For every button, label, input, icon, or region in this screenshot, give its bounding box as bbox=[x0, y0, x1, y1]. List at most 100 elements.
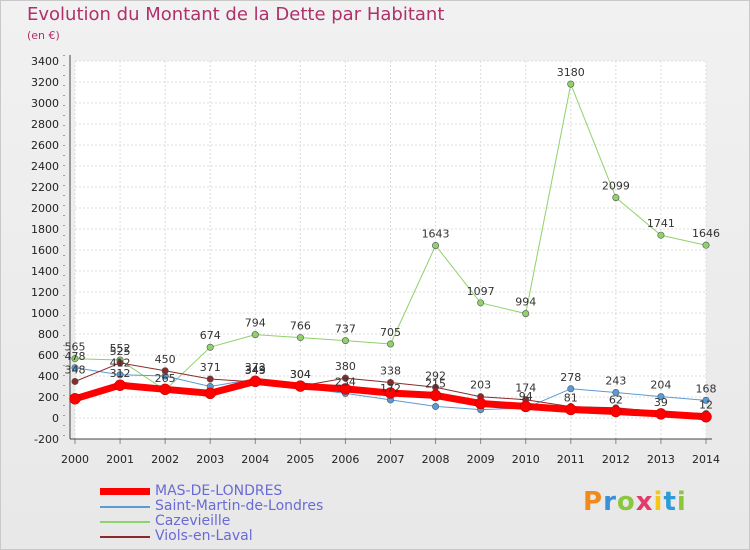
y-tick-label: 3400 bbox=[31, 55, 59, 68]
data-label: 215 bbox=[425, 377, 446, 390]
data-point bbox=[612, 388, 620, 396]
data-label: 12 bbox=[699, 399, 713, 412]
y-tick-label: 1400 bbox=[31, 265, 59, 278]
data-label: 674 bbox=[200, 329, 221, 342]
data-point bbox=[249, 375, 262, 388]
data-label: 94 bbox=[519, 390, 533, 403]
y-tick-label: 2200 bbox=[31, 181, 59, 194]
data-label: 174 bbox=[515, 382, 536, 395]
chart-subtitle: (en €) bbox=[27, 29, 60, 42]
data-label: 204 bbox=[650, 379, 671, 392]
legend-item: Cazevieille bbox=[100, 513, 400, 529]
data-point bbox=[116, 359, 124, 367]
y-tick-label: 800 bbox=[38, 328, 59, 341]
data-point bbox=[384, 387, 397, 399]
data-point bbox=[432, 402, 440, 410]
data-label: 172 bbox=[380, 382, 401, 395]
y-tick-label: 2400 bbox=[31, 160, 59, 173]
data-point bbox=[339, 383, 352, 395]
data-point bbox=[114, 379, 126, 391]
data-label: 565 bbox=[65, 341, 86, 354]
data-label: 343 bbox=[245, 364, 266, 377]
data-label: 737 bbox=[335, 323, 356, 336]
data-label: 1741 bbox=[647, 217, 675, 230]
data-point bbox=[294, 380, 307, 392]
data-point bbox=[519, 400, 532, 413]
data-label: 766 bbox=[290, 320, 311, 333]
legend-swatch-mas-de-londres bbox=[100, 488, 150, 495]
data-point bbox=[610, 405, 622, 418]
y-tick-label: 2600 bbox=[31, 139, 59, 152]
data-label: 450 bbox=[155, 353, 176, 366]
data-label: 412 bbox=[110, 357, 131, 370]
legend: MAS-DE-LONDRES Saint-Martin-de-Londres C… bbox=[100, 483, 400, 544]
chart-title: Evolution du Montant de la Dette par Hab… bbox=[27, 4, 445, 25]
data-point bbox=[341, 374, 349, 382]
data-label: 525 bbox=[110, 345, 131, 358]
x-tick-label: 2011 bbox=[557, 453, 585, 466]
y-tick-label: 2800 bbox=[31, 118, 59, 131]
data-label: 304 bbox=[290, 368, 311, 381]
data-label: 168 bbox=[696, 382, 717, 395]
data-point bbox=[69, 393, 81, 405]
data-label: 278 bbox=[560, 371, 581, 384]
x-tick-label: 2012 bbox=[602, 453, 630, 466]
legend-item: Saint-Martin-de-Londres bbox=[100, 498, 400, 514]
data-point bbox=[341, 337, 349, 345]
y-tick-label: 2000 bbox=[31, 202, 59, 215]
legend-item: Viols-en-Laval bbox=[100, 528, 400, 544]
data-label: 372 bbox=[245, 361, 266, 374]
x-tick-label: 2014 bbox=[692, 453, 720, 466]
data-label: 380 bbox=[335, 360, 356, 373]
y-tick-label: -200 bbox=[34, 433, 59, 446]
line-chart: -200 0 200 400 600 800 1000 1200 1400 1600 1800 200… bbox=[31, 55, 720, 466]
data-point bbox=[71, 364, 79, 372]
x-tick-label: 2013 bbox=[647, 453, 675, 466]
y-tick-label: 200 bbox=[38, 391, 59, 404]
data-label: 304 bbox=[290, 368, 311, 381]
data-point bbox=[432, 241, 440, 249]
data-label: 552 bbox=[110, 342, 131, 355]
data-label: 349 bbox=[245, 363, 266, 376]
legend-label: Saint-Martin-de-Londres bbox=[155, 498, 324, 514]
data-point bbox=[71, 355, 79, 363]
data-point bbox=[206, 343, 214, 351]
data-label: 478 bbox=[65, 350, 86, 363]
data-point bbox=[702, 241, 710, 249]
data-label: 292 bbox=[425, 369, 446, 382]
x-tick-label: 2008 bbox=[422, 453, 450, 466]
y-tick-label: 1800 bbox=[31, 223, 59, 236]
data-point bbox=[657, 393, 665, 401]
y-tick-label: 0 bbox=[52, 412, 59, 425]
data-point bbox=[161, 367, 169, 375]
data-point bbox=[565, 403, 577, 416]
data-label: 243 bbox=[605, 374, 626, 387]
y-tick-label: 3000 bbox=[31, 97, 59, 110]
data-point bbox=[296, 334, 304, 342]
data-label: 371 bbox=[200, 361, 221, 374]
data-point bbox=[567, 80, 575, 88]
x-tick-label: 2006 bbox=[331, 453, 359, 466]
data-point bbox=[429, 389, 442, 402]
data-label: 705 bbox=[380, 326, 401, 339]
data-point bbox=[657, 231, 665, 239]
data-label: 1643 bbox=[422, 227, 450, 240]
data-label: 994 bbox=[515, 296, 536, 309]
proxiti-logo: Proxiti bbox=[583, 487, 687, 517]
data-label: 338 bbox=[380, 365, 401, 378]
data-label: 2099 bbox=[602, 180, 630, 193]
data-label: 348 bbox=[65, 363, 86, 376]
x-tick-label: 2009 bbox=[467, 453, 495, 466]
legend-label: Viols-en-Laval bbox=[155, 528, 253, 544]
legend-label: Cazevieille bbox=[155, 513, 231, 529]
legend-item: MAS-DE-LONDRES bbox=[100, 483, 400, 499]
x-tick-label: 2000 bbox=[61, 453, 89, 466]
data-label: 3180 bbox=[557, 66, 585, 79]
data-point bbox=[702, 396, 710, 404]
x-tick-label: 2007 bbox=[377, 453, 405, 466]
data-point bbox=[612, 194, 620, 202]
data-point bbox=[251, 331, 259, 339]
y-tick-label: 600 bbox=[38, 349, 59, 362]
data-label: 203 bbox=[470, 379, 491, 392]
y-tick-label: 1600 bbox=[31, 244, 59, 257]
